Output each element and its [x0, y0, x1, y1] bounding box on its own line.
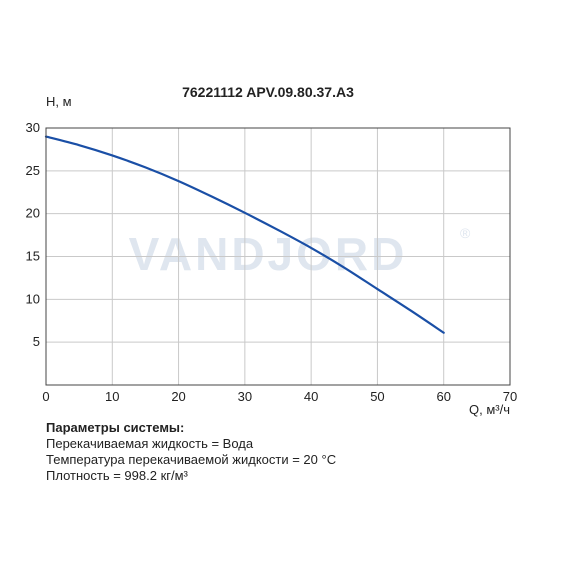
watermark: VANDJORD ® [129, 225, 471, 280]
x-tick-label: 50 [370, 389, 384, 404]
system-parameters: Параметры системы: Перекачиваемая жидкос… [46, 420, 336, 484]
x-tick-label: 60 [436, 389, 450, 404]
y-axis-label: H, м [46, 94, 72, 109]
chart-title: 76221112 APV.09.80.37.A3 [182, 84, 354, 100]
x-tick-label: 40 [304, 389, 318, 404]
parameter-fluid: Перекачиваемая жидкость = Вода [46, 436, 254, 451]
series-layer [44, 135, 445, 334]
x-tick-label: 30 [238, 389, 252, 404]
y-tick-label: 15 [26, 249, 40, 264]
x-axis-label: Q, м³/ч [469, 402, 510, 417]
x-tick-label: 20 [171, 389, 185, 404]
x-tick-label: 10 [105, 389, 119, 404]
tick-labels: 0 10 20 30 40 50 60 70 5 10 15 20 25 30 [26, 120, 518, 404]
watermark-text: VANDJORD [129, 228, 408, 280]
watermark-registered-mark: ® [460, 225, 471, 241]
grid [46, 128, 510, 385]
y-tick-label: 20 [26, 206, 40, 221]
y-tick-label: 30 [26, 120, 40, 135]
x-tick-label: 70 [503, 389, 517, 404]
y-tick-label: 25 [26, 163, 40, 178]
parameter-temperature: Температура перекачиваемой жидкости = 20… [46, 452, 337, 467]
x-tick-label: 0 [42, 389, 49, 404]
y-tick-label: 10 [26, 291, 40, 306]
series-line-0 [44, 135, 445, 334]
y-tick-label: 5 [33, 334, 40, 349]
plot-frame [45, 127, 511, 386]
parameters-heading: Параметры системы: [46, 420, 185, 435]
parameter-density: Плотность = 998.2 кг/м³ [46, 468, 188, 483]
